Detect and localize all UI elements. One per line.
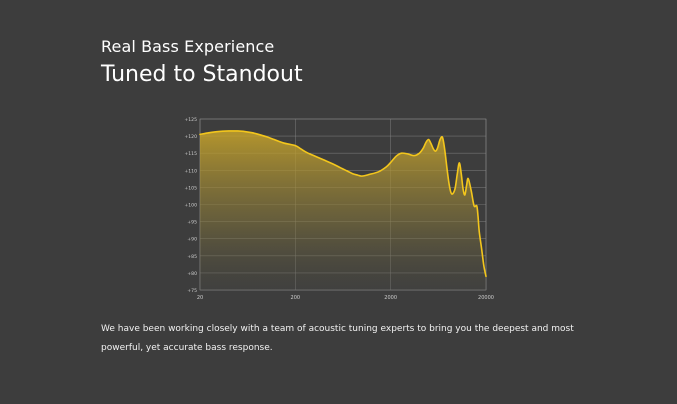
y-tick-label: +90 — [187, 237, 197, 243]
x-tick-label: 200 — [291, 295, 301, 301]
y-tick-label: +125 — [184, 117, 197, 123]
y-tick-label: +80 — [187, 271, 197, 277]
y-tick-label: +100 — [184, 203, 197, 209]
y-tick-label: +95 — [187, 220, 197, 226]
y-tick-label: +110 — [184, 168, 197, 174]
description-text: We have been working closely with a team… — [101, 324, 574, 353]
x-tick-label: 2000 — [384, 295, 397, 301]
response-area-fill — [200, 130, 486, 290]
y-tick-label: +85 — [187, 254, 197, 260]
y-tick-label: +105 — [184, 185, 197, 191]
tick-layer: +75 +80 +85 +90 +95 +100 +105 +110 +115 +120 +125 2… — [184, 117, 494, 301]
y-tick-label: +120 — [184, 134, 197, 140]
x-tick-label: 20000 — [478, 295, 494, 301]
y-tick-label: +75 — [187, 288, 197, 294]
headline-title: Tuned to Standout — [101, 62, 303, 87]
eyebrow-title: Real Bass Experience — [101, 37, 275, 56]
area-layer — [199, 130, 487, 290]
y-tick-label: +115 — [184, 151, 197, 157]
x-tick-label: 20 — [197, 295, 203, 301]
response-curve-line — [199, 130, 487, 278]
